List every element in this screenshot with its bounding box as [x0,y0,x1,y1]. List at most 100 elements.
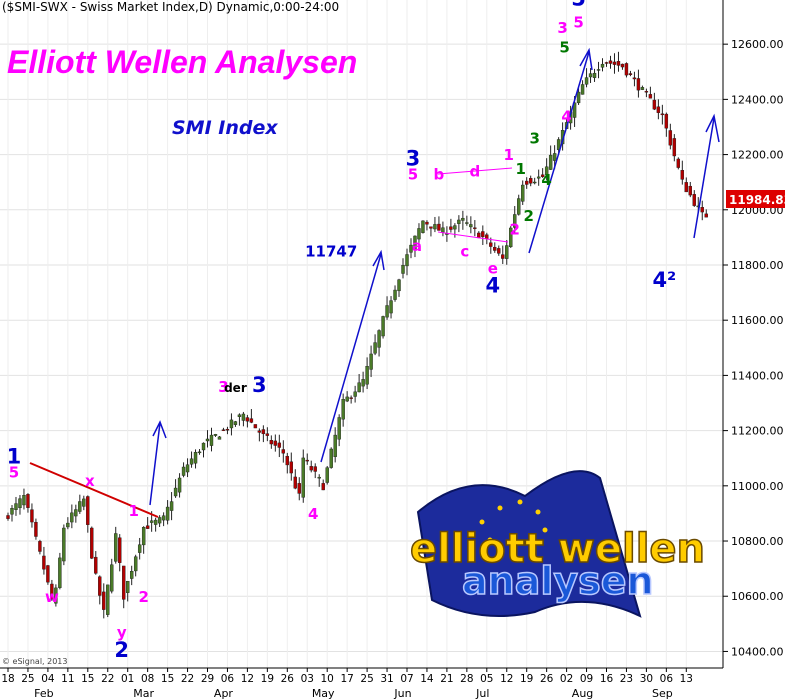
candle-body [325,467,329,483]
wave-label: a [412,237,422,255]
wave-label: 4² [652,268,676,292]
candle-body [668,130,673,146]
candle-body [309,466,313,471]
candle-body [640,87,645,90]
candle-body [684,182,688,193]
candle-body [297,483,301,494]
wave-label: c [460,243,469,261]
y-tick-label: 11200.00 [731,425,784,438]
x-tick-label: 17 [340,673,353,685]
wave-label: d [469,163,480,181]
x-tick-label: 10 [321,673,334,685]
candle-body [377,330,381,348]
candle-body [453,225,457,230]
candle-body [50,583,54,600]
candlestick-series [6,51,708,619]
wave-label: 3 [406,147,421,171]
month-label: Aug [572,687,593,700]
candle-body [237,414,242,417]
x-tick-label: 03 [301,673,314,685]
candle-body [14,503,18,510]
candle-body [576,91,581,104]
elliott-wave-lines [29,47,720,518]
candle-body [253,424,258,429]
candle-body [86,496,90,525]
x-tick-label: 02 [560,673,573,685]
x-tick-label: 05 [480,673,493,685]
x-tick-label: 26 [281,673,295,685]
candle-body [277,442,282,448]
candle-body [181,466,186,476]
x-tick-label: 07 [400,673,413,685]
arrow-wave3-large [320,249,385,463]
candle-body [249,418,254,423]
candle-body [381,316,385,337]
candle-body [305,459,309,462]
candle-body [301,457,305,498]
candle-body [688,185,692,196]
candle-body [273,440,278,446]
candle-body [10,508,14,515]
x-tick-label: 25 [21,673,34,685]
wave-label: x [85,472,95,490]
x-tick-label: 21 [440,673,453,685]
candle-body [389,300,393,314]
candle-body [552,153,557,161]
candle-body [185,464,190,473]
x-tick-label: 28 [460,673,473,685]
candle-body [58,557,62,588]
candle-body [153,519,158,525]
x-tick-label: 19 [261,673,274,685]
candle-body [437,223,441,231]
wave-label: w [45,588,59,606]
candle-body [285,455,289,466]
candle-body [513,214,517,228]
candle-body [98,576,102,596]
candle-body [177,477,182,493]
candle-body [624,63,629,76]
x-tick-label: 18 [1,673,14,685]
x-tick-label: 25 [360,673,373,685]
candle-body [137,544,142,553]
x-tick-label: 19 [520,673,533,685]
wave-label: 3 [529,130,539,148]
wave-label: 5 [573,14,583,32]
month-label: Mar [133,687,154,700]
candle-body [317,476,321,479]
candle-body [245,417,250,422]
month-label: Sep [652,687,673,700]
candle-body [106,584,110,615]
x-tick-label: 09 [580,673,593,685]
wave-label: 3 [557,19,567,37]
candle-body [700,207,704,213]
candle-body [46,565,50,583]
candle-body [94,556,98,574]
candle-body [157,517,162,524]
candle-body [528,178,533,184]
candle-body [584,77,589,85]
arrow-wave5 [528,47,593,254]
candle-body [357,382,361,393]
candle-body [269,440,274,445]
candle-body [485,234,489,239]
candle-body [6,515,10,519]
x-tick-label: 06 [660,673,674,685]
candle-body [489,242,493,247]
x-tick-label: 06 [221,673,235,685]
wave-label: 2 [510,221,520,239]
candle-body [385,305,389,318]
candle-body [457,219,461,224]
candle-body [122,565,126,600]
candle-body [365,366,369,385]
candle-body [497,248,501,254]
x-tick-label: 16 [600,673,614,685]
candle-body [221,429,226,431]
candle-body [114,533,118,562]
candle-body [233,421,238,425]
wave-label: b [434,165,445,183]
candle-body [636,78,641,91]
candle-body [78,501,82,512]
candle-body [592,72,597,78]
candle-body [540,174,545,177]
y-tick-label: 12200.00 [731,149,784,162]
